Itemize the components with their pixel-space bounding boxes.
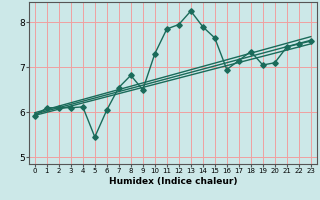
X-axis label: Humidex (Indice chaleur): Humidex (Indice chaleur) [108,177,237,186]
